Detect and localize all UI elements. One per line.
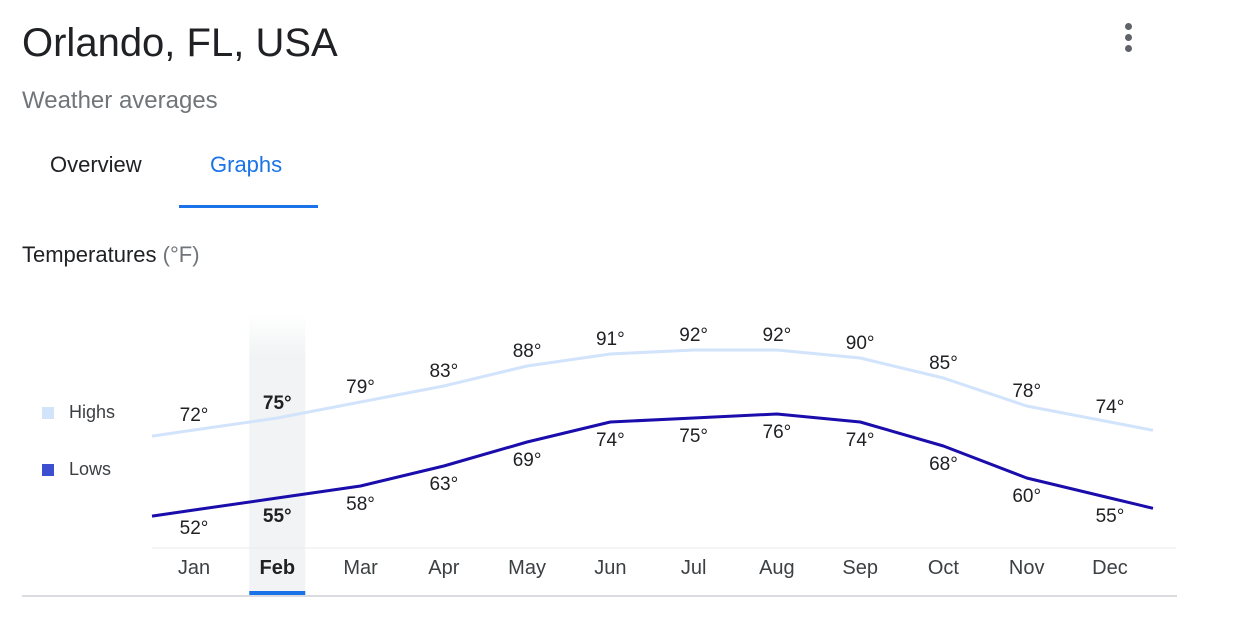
bottom-divider — [22, 595, 1177, 597]
month-column-feb[interactable] — [249, 314, 306, 596]
legend-highs-label: Highs — [69, 402, 116, 422]
low-value-label: 74° — [596, 430, 625, 451]
lows-swatch-icon — [42, 463, 54, 476]
lows-line — [151, 412, 1154, 518]
month-label-dec[interactable]: Dec — [1092, 557, 1128, 579]
month-column-jul[interactable] — [666, 314, 722, 596]
high-value-label: 74° — [1096, 397, 1125, 418]
high-value-label: 83° — [429, 361, 458, 382]
month-label-aug[interactable]: Aug — [759, 557, 795, 579]
month-label-may[interactable]: May — [508, 557, 546, 579]
month-label-apr[interactable]: Apr — [428, 557, 459, 579]
legend-highs: Highs — [42, 402, 115, 423]
high-value-label: 91° — [596, 329, 625, 350]
month-label-sep[interactable]: Sep — [842, 557, 878, 579]
low-value-label: 68° — [929, 454, 958, 475]
selected-month-indicator — [249, 591, 306, 596]
month-column-aug[interactable] — [749, 314, 805, 596]
low-value-label: 60° — [1012, 486, 1041, 507]
temperatures-heading: Temperatures (°F) — [22, 240, 200, 270]
month-column-mar[interactable] — [333, 314, 389, 596]
high-value-label: 90° — [846, 333, 875, 354]
legend-lows: Lows — [42, 459, 111, 480]
high-value-label: 79° — [346, 377, 375, 398]
month-column-dec[interactable] — [1082, 314, 1138, 596]
month-label-jan[interactable]: Jan — [178, 557, 210, 579]
month-label-jul[interactable]: Jul — [681, 557, 707, 579]
high-value-label: 75° — [263, 393, 292, 414]
tab-overview[interactable]: Overview — [50, 152, 142, 177]
low-value-label: 76° — [763, 422, 792, 443]
high-value-label: 85° — [929, 353, 958, 374]
high-value-label: 78° — [1012, 381, 1041, 402]
weather-averages-subtitle: Weather averages — [22, 87, 218, 114]
low-value-label: 52° — [180, 518, 209, 539]
highs-line — [151, 348, 1154, 438]
high-value-label: 92° — [763, 325, 792, 346]
low-value-label: 69° — [513, 450, 542, 471]
low-value-label: 55° — [263, 506, 292, 527]
tab-graphs[interactable]: Graphs — [210, 152, 283, 177]
month-label-feb[interactable]: Feb — [259, 557, 295, 579]
month-label-jun[interactable]: Jun — [594, 557, 626, 579]
legend-lows-label: Lows — [69, 459, 112, 479]
high-value-label: 72° — [180, 405, 209, 426]
more-options-button[interactable] — [1112, 18, 1146, 58]
month-label-nov[interactable]: Nov — [1009, 557, 1045, 579]
month-label-oct[interactable]: Oct — [928, 557, 960, 579]
low-value-label: 58° — [346, 494, 375, 515]
low-value-label: 55° — [1096, 506, 1125, 527]
month-column-jan[interactable] — [166, 314, 222, 596]
month-column-apr[interactable] — [416, 314, 472, 596]
active-tab-indicator — [179, 205, 318, 208]
highs-swatch-icon — [42, 406, 54, 419]
low-value-label: 74° — [846, 430, 875, 451]
month-label-mar[interactable]: Mar — [343, 557, 378, 579]
month-column-nov[interactable] — [999, 314, 1055, 596]
low-value-label: 75° — [679, 426, 708, 447]
high-value-label: 92° — [679, 325, 708, 346]
high-value-label: 88° — [513, 341, 542, 362]
temperature-unit: (°F) — [162, 242, 200, 267]
low-value-label: 63° — [429, 474, 458, 495]
temperatures-label: Temperatures — [22, 242, 157, 267]
location-title: Orlando, FL, USA — [22, 21, 338, 65]
